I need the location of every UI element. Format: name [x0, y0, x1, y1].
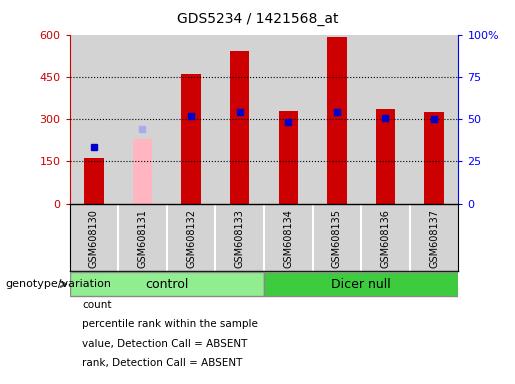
Text: rank, Detection Call = ABSENT: rank, Detection Call = ABSENT [82, 358, 243, 368]
Text: genotype/variation: genotype/variation [5, 279, 111, 289]
Text: GSM608135: GSM608135 [332, 209, 342, 268]
Text: GSM608134: GSM608134 [283, 209, 293, 268]
Text: count: count [82, 300, 112, 310]
Text: GSM608130: GSM608130 [89, 209, 99, 268]
Text: GSM608132: GSM608132 [186, 209, 196, 268]
Bar [70, 35, 118, 204]
Bar [215, 35, 264, 204]
Text: GSM608136: GSM608136 [381, 209, 390, 268]
Text: value, Detection Call = ABSENT: value, Detection Call = ABSENT [82, 339, 248, 349]
Text: GSM608137: GSM608137 [429, 209, 439, 268]
Text: GSM608131: GSM608131 [138, 209, 147, 268]
Text: GSM608133: GSM608133 [235, 209, 245, 268]
Bar [167, 35, 215, 204]
Bar [327, 37, 347, 204]
Bar [264, 272, 458, 296]
Bar [181, 74, 201, 204]
Bar [230, 51, 249, 204]
Bar [424, 112, 444, 204]
Bar [118, 35, 167, 204]
Bar [133, 139, 152, 204]
Bar [264, 35, 313, 204]
Bar [279, 111, 298, 204]
Bar [84, 159, 104, 204]
Text: Dicer null: Dicer null [331, 278, 391, 291]
Bar [70, 272, 264, 296]
Bar [410, 35, 458, 204]
Bar [376, 109, 395, 204]
Text: GDS5234 / 1421568_at: GDS5234 / 1421568_at [177, 12, 338, 25]
Text: percentile rank within the sample: percentile rank within the sample [82, 319, 259, 329]
Text: control: control [145, 278, 188, 291]
Bar [313, 35, 361, 204]
Bar [361, 35, 410, 204]
